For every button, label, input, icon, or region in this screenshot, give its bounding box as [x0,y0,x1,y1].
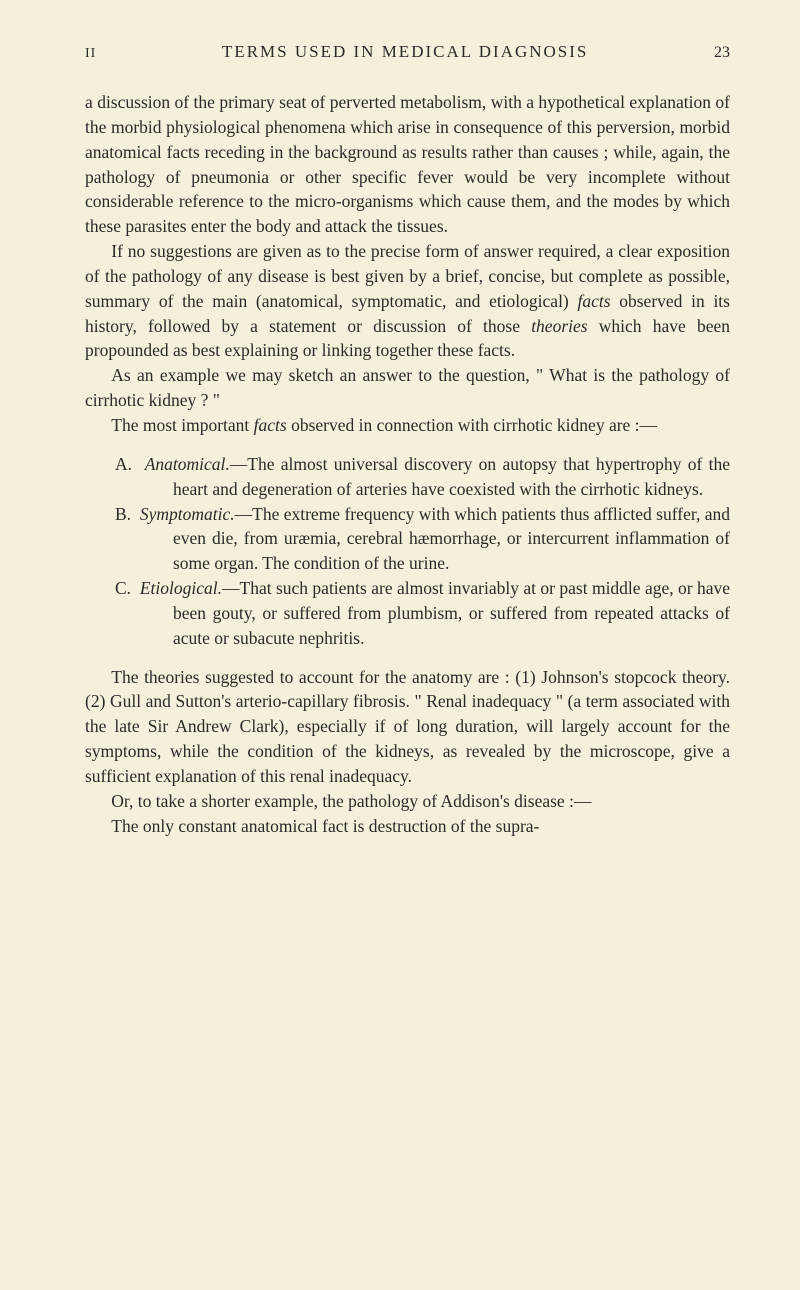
list-term: Etiological. [140,578,222,598]
paragraph-5: The theories suggested to account for th… [85,665,730,789]
list-item-b: B. Symptomatic.—The extreme frequency wi… [115,502,730,577]
facts-list: A. Anatomical.—The almost universal disc… [115,452,730,651]
list-text: —The extreme frequency with which patien… [173,504,730,574]
text-run: observed in connection with cirrhotic ki… [287,415,657,435]
paragraph-3: As an example we may sketch an answer to… [85,363,730,413]
chapter-number: II [85,46,96,62]
page-number: 23 [714,44,730,62]
page-header: II TERMS USED IN MEDICAL DIAGNOSIS 23 [85,42,730,62]
list-item-a: A. Anatomical.—The almost universal disc… [115,452,730,502]
list-text: —That such patients are almost invariabl… [173,578,730,648]
paragraph-6: Or, to take a shorter example, the patho… [85,789,730,814]
list-item-c: C. Etiological.—That such patients are a… [115,576,730,651]
list-term: Anatomical. [145,454,230,474]
running-title: TERMS USED IN MEDICAL DIAGNOSIS [222,42,588,62]
italic-term: theories [531,316,587,336]
paragraph-4: The most important facts observed in con… [85,413,730,438]
paragraph-2: If no suggestions are given as to the pr… [85,239,730,363]
italic-term: facts [577,291,610,311]
italic-term: facts [254,415,287,435]
list-label: A. [115,454,132,474]
list-term: Symptomatic. [140,504,235,524]
paragraph-1: a discussion of the primary seat of perv… [85,90,730,239]
list-label: B. [115,504,131,524]
list-label: C. [115,578,131,598]
list-text: —The almost universal discovery on autop… [173,454,730,499]
page-body: a discussion of the primary seat of perv… [85,90,730,838]
text-run: The most important [111,415,253,435]
paragraph-7: The only constant anatomical fact is des… [85,814,730,839]
